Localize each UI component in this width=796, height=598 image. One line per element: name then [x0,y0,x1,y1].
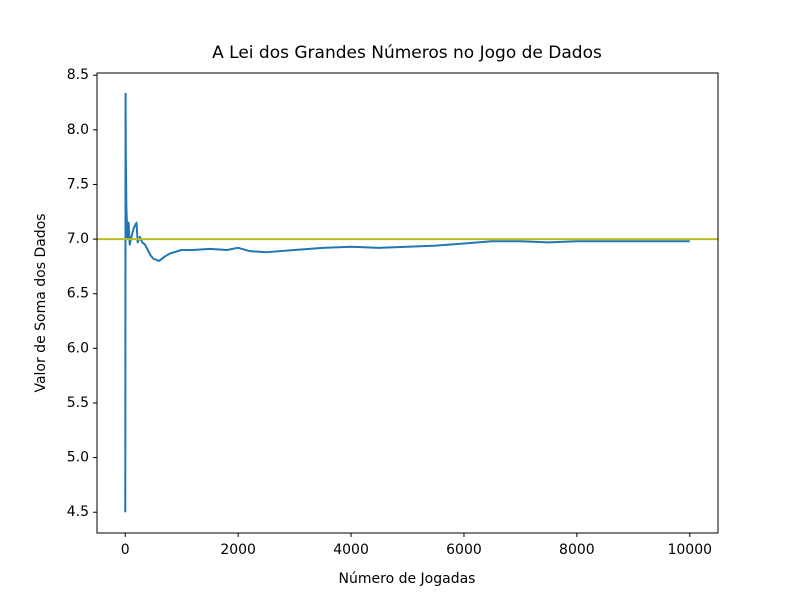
y-tick-label: 7.5 [67,176,89,192]
y-axis-label: Valor de Soma dos Dados [33,213,49,392]
x-tick-label: 10000 [667,542,712,558]
y-tick-label: 6.0 [67,340,89,356]
x-tick-label: 2000 [220,542,256,558]
y-tick-label: 7.0 [67,231,89,247]
x-tick-label: 8000 [559,542,595,558]
x-tick-label: 0 [121,542,130,558]
y-tick-label: 5.5 [67,395,89,411]
plot-frame [96,72,719,534]
y-tick-label: 8.0 [67,122,89,138]
y-tick-label: 5.0 [67,450,89,466]
y-tick-label: 6.5 [67,286,89,302]
y-tick-label: 4.5 [67,504,89,520]
x-axis-label: Número de Jogadas [339,571,476,587]
x-tick-label: 6000 [446,542,482,558]
y-tick-label: 8.5 [67,67,89,83]
chart-title: A Lei dos Grandes Números no Jogo de Dad… [212,43,602,63]
x-tick-label: 4000 [333,542,369,558]
